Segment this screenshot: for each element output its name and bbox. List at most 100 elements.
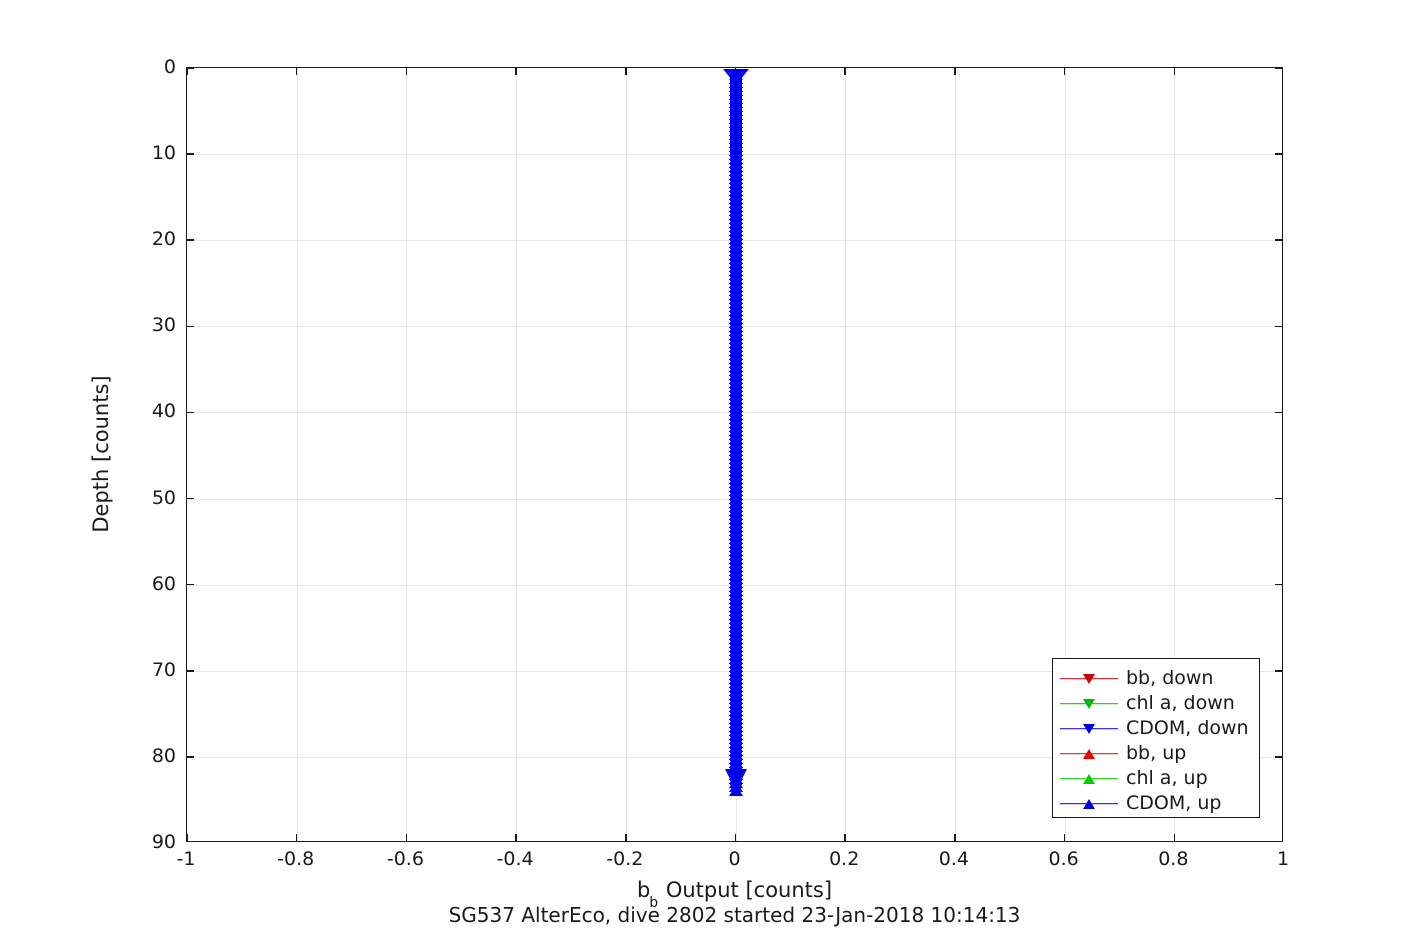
gridline-vertical: [516, 68, 518, 841]
y-tick-mark: [1275, 669, 1282, 672]
y-tick-label: 90: [151, 831, 176, 853]
legend-entry[interactable]: chl a, up: [1053, 766, 1259, 791]
x-tick-mark: [1063, 68, 1066, 75]
x-tick-label: -1: [176, 848, 196, 870]
x-tick-label: 1: [1276, 848, 1290, 870]
y-tick-mark: [1275, 68, 1282, 69]
legend-label: chl a, up: [1126, 767, 1208, 789]
gridline-horizontal: [187, 412, 1282, 414]
legend-label: CDOM, up: [1126, 792, 1222, 814]
x-tick-label: -0.8: [277, 848, 315, 870]
y-tick-mark: [1275, 497, 1282, 500]
y-tick-mark: [187, 497, 194, 500]
legend-label: bb, down: [1126, 667, 1214, 689]
y-tick-label: 70: [151, 658, 176, 681]
y-tick-label: 80: [151, 744, 176, 767]
x-axis-label-base: b: [636, 878, 651, 902]
x-tick-mark: [625, 834, 627, 841]
gridline-vertical: [1174, 68, 1176, 841]
x-tick-mark: [515, 68, 517, 75]
x-tick-mark: [515, 834, 517, 841]
y-tick-label: 40: [151, 400, 176, 423]
y-tick-label: 50: [151, 486, 176, 509]
y-tick-mark: [1275, 153, 1282, 155]
gridline-vertical: [954, 68, 956, 841]
legend-sample-down-icon: [1060, 721, 1118, 737]
legend-label: bb, up: [1126, 742, 1187, 764]
x-tick-mark: [954, 68, 956, 75]
y-tick-mark: [187, 325, 194, 328]
y-tick-label: 30: [151, 314, 176, 337]
legend-entry[interactable]: CDOM, up: [1053, 791, 1259, 816]
y-tick-mark: [1275, 239, 1282, 242]
legend-marker-triangle-up-icon: [1083, 773, 1095, 784]
figure-caption: SG537 AlterEco, dive 2802 started 23-Jan…: [448, 903, 1021, 927]
y-tick-mark: [187, 239, 194, 242]
y-tick-label: 20: [151, 228, 176, 251]
x-tick-mark: [625, 68, 627, 75]
gridline-vertical: [1064, 68, 1066, 841]
gridline-vertical: [625, 68, 627, 841]
y-axis-label: Depth [counts]: [89, 375, 113, 533]
legend-entry[interactable]: CDOM, down: [1053, 716, 1259, 741]
x-tick-mark: [187, 834, 188, 841]
y-tick-mark: [187, 583, 194, 586]
x-tick-mark: [844, 68, 846, 75]
gridline-horizontal: [187, 584, 1282, 586]
legend-box[interactable]: bb, down chl a, down CDOM, down bb, up chl a…: [1052, 658, 1260, 818]
x-tick-mark: [844, 834, 846, 841]
gridline-vertical: [296, 68, 298, 841]
legend-sample-up-icon: [1060, 746, 1118, 762]
y-tick-mark: [187, 153, 194, 155]
legend-label: CDOM, down: [1126, 717, 1249, 739]
gridline-vertical: [735, 68, 737, 841]
x-tick-label: 0.6: [1048, 848, 1079, 870]
x-tick-mark: [187, 68, 188, 75]
x-tick-mark: [734, 68, 737, 75]
y-tick-mark: [1275, 325, 1282, 328]
legend-marker-triangle-up-icon: [1083, 748, 1095, 759]
x-tick-mark: [954, 834, 956, 841]
x-tick-mark: [405, 68, 408, 75]
x-tick-mark: [295, 68, 298, 75]
gridline-horizontal: [187, 154, 1282, 156]
x-tick-mark: [1063, 834, 1066, 841]
y-tick-mark: [187, 411, 194, 414]
x-axis-label-rest: Output [counts]: [659, 878, 833, 902]
y-tick-mark: [1275, 411, 1282, 414]
legend-entry[interactable]: chl a, down: [1053, 691, 1259, 716]
x-axis-label: bb Output [counts]: [186, 878, 1283, 911]
y-tick-mark: [187, 756, 194, 758]
legend-label: chl a, down: [1126, 692, 1235, 714]
x-tick-mark: [1173, 834, 1176, 841]
legend-marker-triangle-up-icon: [1083, 798, 1095, 809]
legend-sample-up-icon: [1060, 796, 1118, 812]
legend-marker-triangle-down-icon: [1083, 698, 1095, 709]
y-tick-mark: [187, 68, 194, 69]
x-tick-label: 0.8: [1158, 848, 1189, 870]
legend-sample-down-icon: [1060, 696, 1118, 712]
legend-marker-triangle-down-icon: [1083, 723, 1095, 734]
legend-entry[interactable]: bb, down: [1053, 666, 1259, 691]
gridline-horizontal: [187, 498, 1282, 500]
x-axis-label-subscript: b: [649, 895, 659, 912]
gridline-horizontal: [187, 240, 1282, 242]
y-tick-mark: [187, 669, 194, 672]
y-tick-label: 0: [163, 56, 176, 78]
legend-sample-up-icon: [1060, 771, 1118, 787]
y-tick-mark: [1275, 583, 1282, 586]
x-tick-mark: [405, 834, 408, 841]
x-tick-label: 0.2: [829, 848, 860, 870]
y-tick-label: 60: [151, 572, 176, 595]
x-tick-label: 0.4: [938, 848, 969, 870]
legend-sample-down-icon: [1060, 671, 1118, 687]
legend-marker-triangle-down-icon: [1083, 673, 1095, 684]
x-tick-label: 0: [728, 848, 741, 870]
x-tick-mark: [734, 834, 737, 841]
x-tick-mark: [295, 834, 298, 841]
legend-entry[interactable]: bb, up: [1053, 741, 1259, 766]
x-tick-mark: [1173, 68, 1176, 75]
x-tick-label: -0.4: [496, 848, 534, 870]
x-tick-label: -0.6: [386, 848, 424, 870]
